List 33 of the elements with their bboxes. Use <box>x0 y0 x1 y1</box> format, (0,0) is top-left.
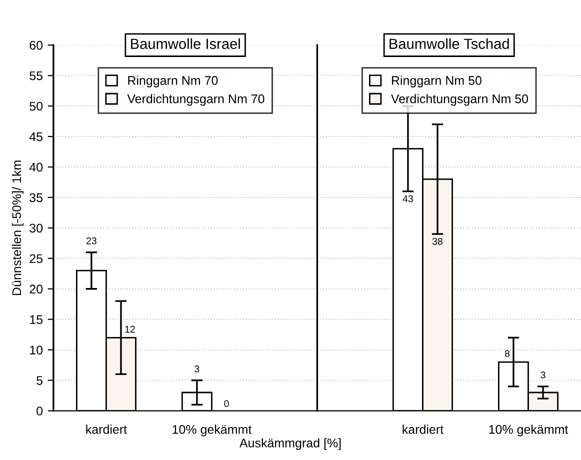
legend-label: Verdichtungsgarn Nm 70 <box>127 94 264 106</box>
x-tick-label: 10% gekämmt <box>489 424 568 436</box>
y-tick-label: 25 <box>30 254 43 264</box>
data-label: 0 <box>224 400 229 408</box>
y-tick-label: 5 <box>36 376 43 385</box>
y-axis-title: Dünnstellen [-50%]/ 1km <box>12 160 24 295</box>
y-tick-label: 35 <box>30 193 43 202</box>
y-tick-label: 30 <box>30 224 43 233</box>
x-tick-label: 10% gekämmt <box>172 424 252 436</box>
x-tick-label: kardiert <box>402 424 444 434</box>
x-axis-title: Auskämmgrad [%] <box>239 438 341 450</box>
y-tick-label: 0 <box>36 406 43 416</box>
y-tick-label: 10 <box>30 346 43 354</box>
data-label: 23 <box>86 237 96 244</box>
y-tick-label: 20 <box>30 284 43 294</box>
legend-label: Verdichtungsgarn Nm 50 <box>391 94 528 106</box>
data-label: 8 <box>504 350 510 358</box>
y-tick-label: 15 <box>30 315 43 324</box>
data-label: 12 <box>125 326 135 333</box>
data-label: 3 <box>540 372 546 378</box>
y-tick-label: 50 <box>30 102 43 111</box>
y-tick-label: 60 <box>30 40 43 50</box>
y-tick-label: 40 <box>29 162 43 172</box>
chart-title: Baumwolle Tschad <box>390 38 509 49</box>
data-label: 43 <box>402 195 413 202</box>
x-tick-label: kardiert <box>86 424 127 434</box>
y-tick-label: 55 <box>30 71 43 80</box>
data-label: 3 <box>194 365 200 372</box>
legend-label: Ringgarn Nm 50 <box>392 76 482 88</box>
data-label: 38 <box>432 238 442 245</box>
y-tick-label: 45 <box>29 132 43 142</box>
legend-label: Ringgarn Nm 70 <box>128 76 218 88</box>
chart-title: Baumwolle Israel <box>131 38 240 49</box>
